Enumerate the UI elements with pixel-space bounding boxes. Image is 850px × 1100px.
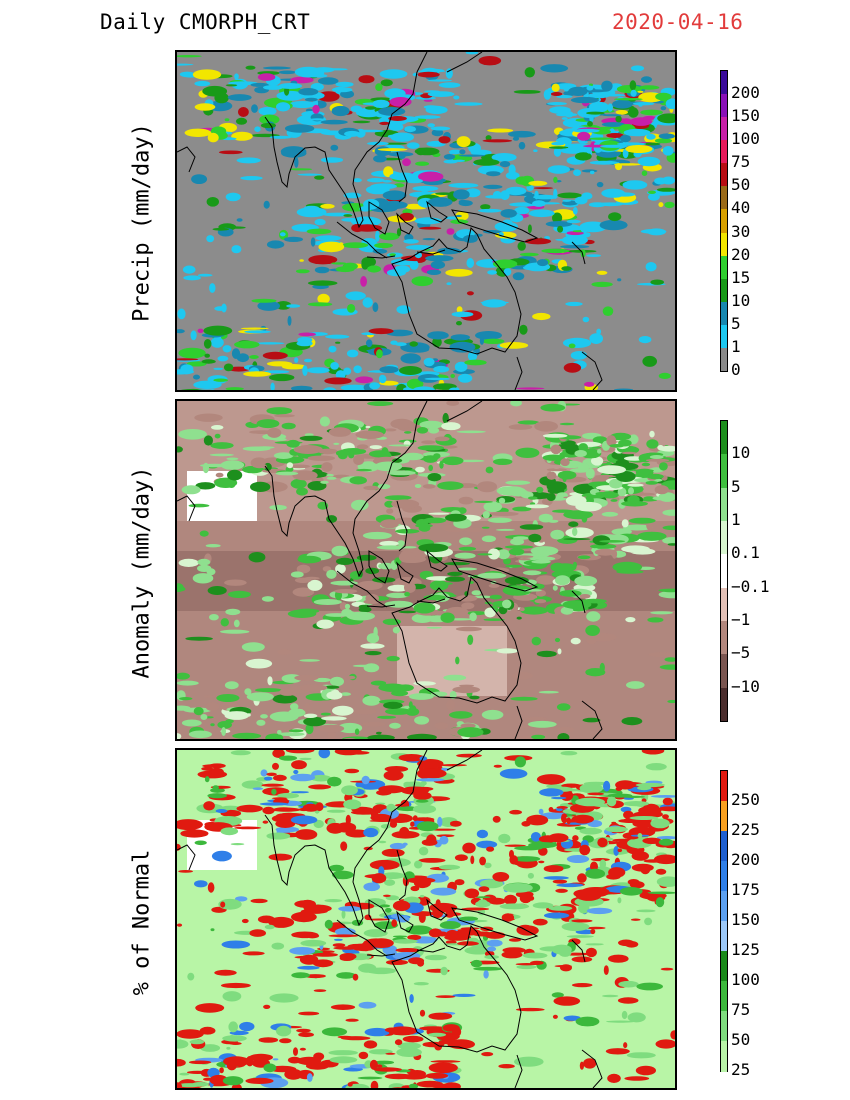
colorbar-tick-label: 200 bbox=[731, 850, 760, 869]
colorbar-tick-label: 50 bbox=[731, 175, 751, 195]
colorbar-swatch bbox=[721, 831, 727, 862]
colorbar-tick-label: 1 bbox=[731, 510, 741, 529]
colorbar-swatch bbox=[721, 94, 727, 118]
colorbar-tick-label: 10 bbox=[731, 290, 751, 310]
colorbar-swatch bbox=[721, 654, 727, 689]
colorbar-swatch bbox=[721, 232, 727, 257]
colorbar-tick-label: 100 bbox=[731, 129, 760, 149]
colorbar-tick-label: −5 bbox=[731, 643, 751, 663]
colorbar-tick-label: 75 bbox=[731, 152, 751, 172]
colorbar-swatch bbox=[721, 278, 727, 303]
anomaly-map bbox=[175, 399, 677, 741]
colorbar-tick-label: 125 bbox=[731, 940, 760, 959]
colorbar-swatch bbox=[721, 891, 727, 922]
colorbar-swatch bbox=[721, 687, 727, 722]
colorbar-swatch bbox=[721, 255, 727, 280]
colorbar-swatch bbox=[721, 324, 727, 349]
percent-normal-axis-label: % of Normal bbox=[129, 849, 155, 996]
percent-normal-colorbar bbox=[720, 770, 728, 1072]
date-label: 2020-04-16 bbox=[612, 10, 744, 34]
colorbar-tick-label: 150 bbox=[731, 106, 760, 126]
colorbar-tick-label: 10 bbox=[731, 443, 751, 463]
colorbar-tick-label: 200 bbox=[731, 83, 760, 103]
colorbar-tick-label: 15 bbox=[731, 267, 751, 287]
colorbar-tick-label: 100 bbox=[731, 970, 760, 989]
colorbar-tick-label: 250 bbox=[731, 790, 760, 809]
colorbar-tick-label: −1 bbox=[731, 610, 751, 629]
precip-axis-label: Precip (mm/day) bbox=[129, 123, 155, 322]
colorbar-swatch bbox=[721, 186, 727, 210]
colorbar-swatch bbox=[721, 587, 727, 622]
colorbar-swatch bbox=[721, 621, 727, 655]
colorbar-tick-label: 1 bbox=[731, 336, 741, 356]
colorbar-swatch bbox=[721, 921, 727, 952]
colorbar-swatch bbox=[721, 117, 727, 141]
colorbar-swatch bbox=[721, 521, 727, 555]
colorbar-swatch bbox=[721, 421, 727, 455]
colorbar-tick-label: 0.1 bbox=[731, 543, 760, 563]
colorbar-swatch bbox=[721, 981, 727, 1012]
percent-normal-map bbox=[175, 748, 677, 1090]
colorbar-tick-label: 5 bbox=[731, 313, 741, 333]
colorbar-swatch bbox=[721, 71, 727, 95]
colorbar-swatch bbox=[721, 861, 727, 892]
colorbar-swatch bbox=[721, 140, 727, 164]
colorbar-tick-label: 50 bbox=[731, 1030, 751, 1049]
colorbar-swatch bbox=[721, 801, 727, 832]
precip-colorbar bbox=[720, 70, 728, 372]
colorbar-tick-label: −10 bbox=[731, 676, 760, 696]
colorbar-tick-label: 150 bbox=[731, 910, 760, 929]
colorbar-swatch bbox=[721, 1011, 727, 1042]
precip-map bbox=[175, 50, 677, 392]
colorbar-tick-label: 0 bbox=[731, 360, 741, 379]
colorbar-swatch bbox=[721, 1041, 727, 1072]
colorbar-tick-label: 75 bbox=[731, 1000, 751, 1019]
colorbar-swatch bbox=[721, 454, 727, 489]
colorbar-swatch bbox=[721, 163, 727, 187]
colorbar-tick-label: 5 bbox=[731, 476, 741, 496]
colorbar-swatch bbox=[721, 951, 727, 982]
colorbar-swatch bbox=[721, 487, 727, 522]
colorbar-swatch bbox=[721, 301, 727, 326]
colorbar-tick-label: 20 bbox=[731, 244, 751, 264]
colorbar-swatch bbox=[721, 347, 727, 372]
anomaly-axis-label: Anomaly (mm/day) bbox=[129, 466, 155, 679]
product-title: Daily CMORPH_CRT bbox=[100, 10, 311, 34]
colorbar-swatch bbox=[721, 771, 727, 802]
colorbar-tick-label: 25 bbox=[731, 1060, 751, 1079]
colorbar-tick-label: −0.1 bbox=[731, 576, 770, 596]
colorbar-swatch bbox=[721, 554, 727, 589]
colorbar-tick-label: 30 bbox=[731, 221, 751, 241]
colorbar-tick-label: 175 bbox=[731, 880, 760, 899]
colorbar-swatch bbox=[721, 209, 727, 234]
anomaly-colorbar bbox=[720, 420, 728, 722]
colorbar-tick-label: 225 bbox=[731, 820, 760, 839]
colorbar-tick-label: 40 bbox=[731, 198, 751, 218]
